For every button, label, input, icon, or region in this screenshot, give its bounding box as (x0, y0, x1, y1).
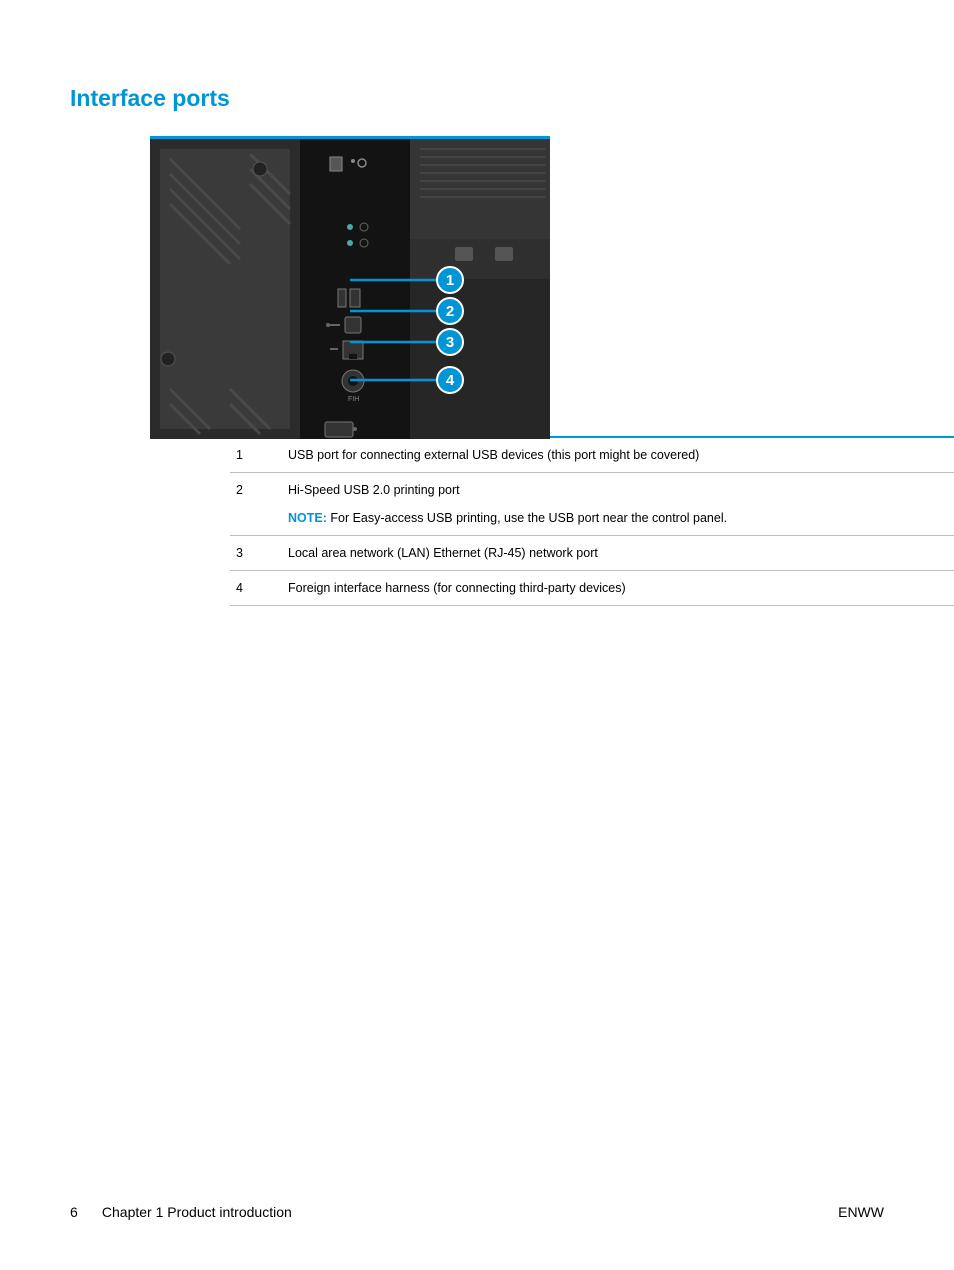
table-row: 3Local area network (LAN) Ethernet (RJ-4… (230, 536, 954, 571)
page-number: 6 (70, 1204, 98, 1220)
callout-number: 3 (446, 334, 454, 351)
row-text: USB port for connecting external USB dev… (282, 437, 954, 473)
chapter-label: Chapter 1 Product introduction (102, 1204, 292, 1220)
interface-ports-figure: FIH 1 2 3 4 (150, 136, 550, 436)
section-heading: Interface ports (70, 85, 884, 112)
row-number: 4 (230, 571, 282, 606)
callout-number: 2 (446, 303, 454, 320)
row-text: Local area network (LAN) Ethernet (RJ-45… (282, 536, 954, 571)
table-row: 1USB port for connecting external USB de… (230, 437, 954, 473)
table-row: 2Hi-Speed USB 2.0 printing portNOTE: For… (230, 473, 954, 536)
note-label: NOTE: (288, 511, 327, 525)
row-number: 2 (230, 473, 282, 536)
row-number: 3 (230, 536, 282, 571)
callout-number: 4 (446, 372, 455, 389)
callout-number: 1 (446, 272, 454, 289)
row-text: Hi-Speed USB 2.0 printing portNOTE: For … (282, 473, 954, 536)
ports-table: 1USB port for connecting external USB de… (230, 436, 954, 606)
page-footer: 6 Chapter 1 Product introduction ENWW (70, 1204, 884, 1220)
footer-right: ENWW (838, 1204, 884, 1220)
row-number: 1 (230, 437, 282, 473)
table-row: 4Foreign interface harness (for connecti… (230, 571, 954, 606)
svg-text:FIH: FIH (348, 396, 359, 403)
row-text: Foreign interface harness (for connectin… (282, 571, 954, 606)
footer-left: 6 Chapter 1 Product introduction (70, 1204, 292, 1220)
figure-svg: FIH 1 2 3 4 (150, 139, 550, 439)
figure-container: FIH 1234 1USB port for connecti (150, 136, 884, 606)
